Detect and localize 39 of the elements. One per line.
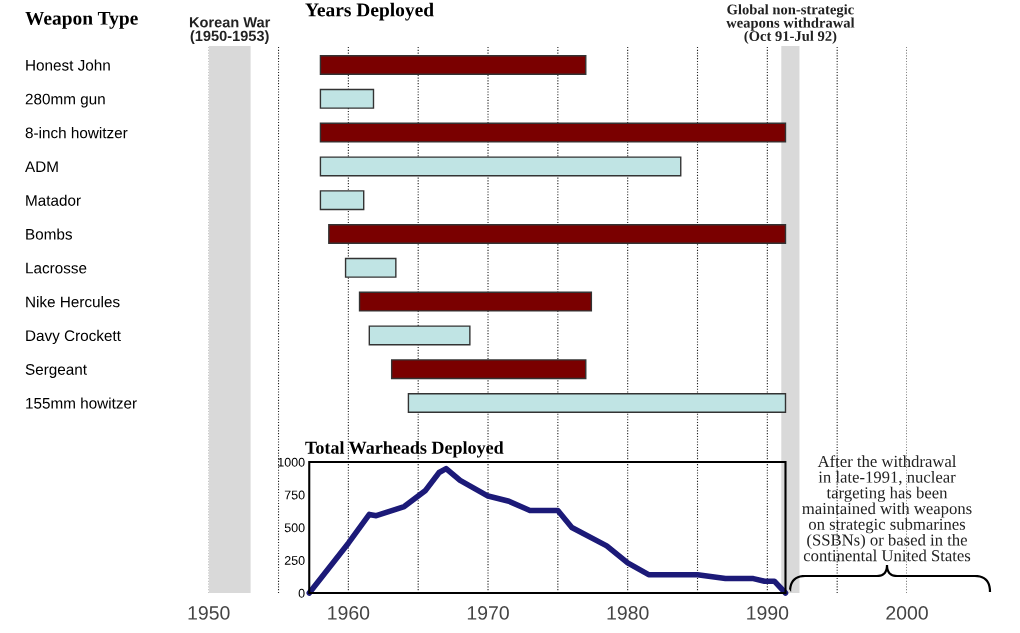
band-label: Korean War (1950-1953) [189,17,271,44]
y-tick-label: 0 [298,588,305,598]
y-axis-title: Weapon Type [25,11,138,29]
y-tick-label: 155mm howitzer [26,397,137,409]
y-tick-label: 500 [284,523,305,533]
y-tick-label: Sergeant [25,364,87,378]
annotation: After the withdrawal in late-1991, nuclear targeting has been maintained with weapons on strategic submarines (SSBNs) or based in the continental United States [802,455,972,562]
chart-title: Years Deployed [305,2,434,21]
y-tick-label: 750 [284,490,305,500]
y-tick-label: Davy Crockett [26,329,121,345]
y-tick-label: 1000 [278,457,305,467]
bar [319,122,787,143]
y-tick-label: 280mm gun [25,93,105,108]
y-tick-label: Honest John [26,59,110,71]
bar [319,156,682,177]
bar [368,325,471,346]
chart-title: Total Warheads Deployed [305,441,504,458]
x-tick-label: 1970 [467,606,509,620]
y-tick-label: 250 [284,556,305,565]
x-tick-label: 1990 [747,606,789,620]
bar [328,224,787,244]
bar [319,190,365,211]
x-tick-label: 1950 [188,606,230,620]
y-tick-label: Lacrosse [26,262,87,274]
y-tick-label: Matador [26,194,81,206]
y-tick-label: Bombs [26,228,72,240]
x-tick-label: 1960 [328,606,370,620]
band-label: Global non-strategic weapons withdrawal (Oct 91-Jul 92) [726,4,855,44]
bar [358,291,593,312]
bar [319,88,375,109]
y-tick-label: 8-inch howitzer [25,127,128,139]
bar [390,359,587,380]
y-tick-label: ADM [25,161,58,172]
x-tick-label: 1980 [607,606,649,620]
y-tick-label: Nike Hercules [26,296,120,308]
bar [407,393,787,413]
x-tick-label: 2000 [886,606,928,620]
bar [319,55,587,75]
bar [344,257,397,278]
